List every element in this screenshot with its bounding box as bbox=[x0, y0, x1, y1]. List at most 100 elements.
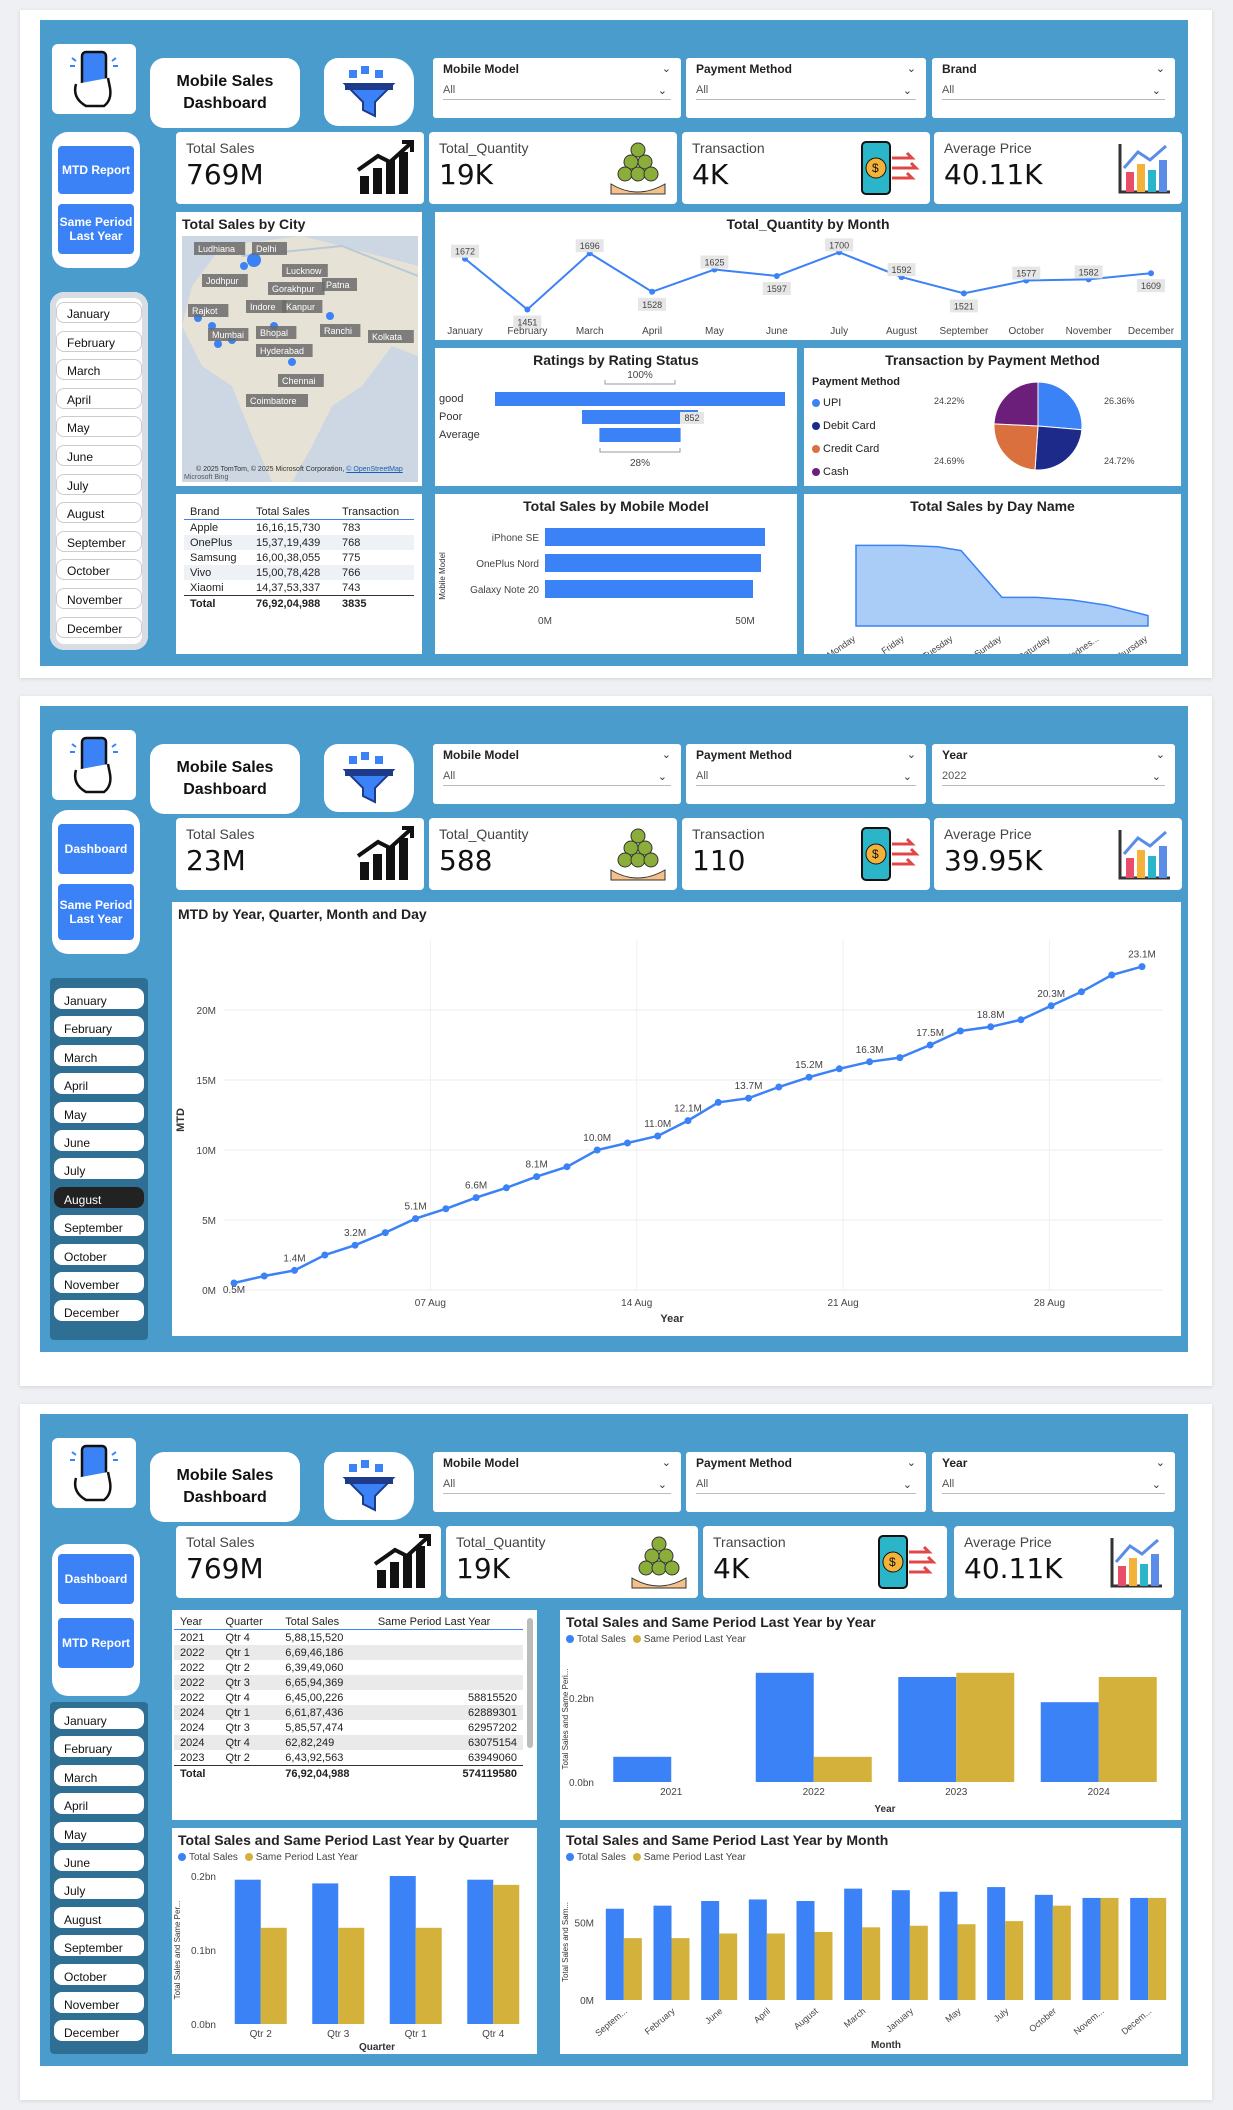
mtd-point[interactable] bbox=[623, 1139, 631, 1147]
pie-slice[interactable] bbox=[1037, 381, 1083, 431]
month-button-may[interactable]: May bbox=[56, 416, 142, 438]
table-scrollbar[interactable] bbox=[527, 1618, 533, 1748]
mtd-point[interactable] bbox=[563, 1163, 571, 1171]
slicer-year[interactable]: Year ⌄ All ⌄ bbox=[932, 1452, 1175, 1512]
mtd-line-chart[interactable]: 0M 5M 10M 15M 20M 07 Aug 14 Aug 21 Aug 28 Aug Yea… bbox=[172, 920, 1181, 1336]
sply-bar[interactable] bbox=[338, 1927, 365, 2024]
month-button-may[interactable]: May bbox=[54, 1821, 144, 1843]
sply-bar[interactable] bbox=[909, 1925, 928, 2000]
month-button-december[interactable]: December bbox=[54, 1300, 144, 1322]
sply-bar[interactable] bbox=[1052, 1905, 1071, 2000]
mtd-point[interactable] bbox=[684, 1117, 692, 1125]
ratings-funnel-chart[interactable]: 100% good Poor Average 852 28% bbox=[435, 368, 797, 486]
slicer-mobile-model[interactable]: Mobile Model ⌄ All ⌄ bbox=[433, 58, 681, 118]
month-button-november[interactable]: November bbox=[54, 1271, 144, 1293]
slicer-payment-method[interactable]: Payment Method ⌄ All ⌄ bbox=[686, 744, 926, 804]
month-button-november[interactable]: November bbox=[56, 587, 142, 609]
by-quarter-bar-chart[interactable]: 0.0bn 0.1bn 0.2bn Qtr 2 Qtr 3 Qtr 1 Qtr 4 Quart… bbox=[172, 1864, 537, 2054]
sales-bar[interactable] bbox=[1082, 1897, 1101, 2000]
payment-pie-chart[interactable]: 26.36% 24.72% 24.69% 24.22% bbox=[924, 368, 1181, 486]
column-header[interactable]: Transaction bbox=[342, 505, 400, 518]
month-button-july[interactable]: July bbox=[54, 1878, 144, 1900]
city-bubble[interactable] bbox=[247, 253, 261, 267]
table-row[interactable]: 2022 Qtr 2 6,39,49,060 bbox=[174, 1660, 523, 1675]
nav-same-period-button[interactable]: Same Period Last Year bbox=[58, 204, 134, 254]
month-button-may[interactable]: May bbox=[54, 1101, 144, 1123]
month-button-september[interactable]: September bbox=[56, 530, 142, 552]
sales-bar[interactable] bbox=[796, 1901, 815, 2000]
nav-mtd-report-button[interactable]: MTD Report bbox=[58, 1618, 134, 1668]
funnel-bar[interactable] bbox=[599, 428, 681, 442]
mtd-point[interactable] bbox=[896, 1054, 904, 1062]
column-header[interactable]: Same Period Last Year bbox=[377, 1615, 491, 1628]
table-row[interactable]: Vivo 15,00,78,428 766 bbox=[184, 565, 414, 580]
mtd-point[interactable] bbox=[775, 1083, 783, 1091]
table-row[interactable]: 2024 Qtr 4 62,82,249 63075154 bbox=[174, 1735, 523, 1750]
mtd-point[interactable] bbox=[472, 1194, 480, 1202]
sply-bar[interactable] bbox=[260, 1927, 287, 2024]
month-button-august[interactable]: August bbox=[54, 1906, 144, 1928]
sply-bar[interactable] bbox=[862, 1927, 881, 2000]
mtd-point[interactable] bbox=[321, 1251, 329, 1259]
india-map[interactable]: Ludhiana Delhi Jodhpur Lucknow Gorakhpur Patn… bbox=[182, 236, 418, 482]
mtd-point[interactable] bbox=[1077, 988, 1085, 996]
city-bubble[interactable] bbox=[288, 358, 296, 366]
table-row[interactable]: 2022 Qtr 3 6,65,94,369 bbox=[174, 1675, 523, 1690]
month-button-december[interactable]: December bbox=[56, 616, 142, 638]
month-button-february[interactable]: February bbox=[54, 1016, 144, 1038]
month-button-july[interactable]: July bbox=[56, 473, 142, 495]
day-area-chart[interactable]: Monday Friday Tuesday Sunday Saturday Wednes.… bbox=[804, 516, 1181, 654]
sales-bar[interactable] bbox=[701, 1901, 720, 2000]
month-button-december[interactable]: December bbox=[54, 2020, 144, 2042]
funnel-bar[interactable] bbox=[582, 410, 698, 424]
month-button-january[interactable]: January bbox=[56, 302, 142, 323]
legend-item[interactable]: UPI bbox=[812, 392, 879, 415]
sply-bar[interactable] bbox=[1098, 1677, 1157, 1782]
day-area[interactable] bbox=[855, 544, 1149, 627]
sply-bar[interactable] bbox=[493, 1884, 520, 2024]
osm-link[interactable]: © OpenStreetMap bbox=[346, 466, 403, 473]
city-bubble[interactable] bbox=[326, 312, 334, 320]
mtd-point[interactable] bbox=[260, 1272, 268, 1280]
month-button-september[interactable]: September bbox=[54, 1215, 144, 1237]
sales-bar[interactable] bbox=[605, 1908, 624, 2000]
month-button-september[interactable]: September bbox=[54, 1935, 144, 1957]
mtd-point[interactable] bbox=[593, 1146, 601, 1154]
column-header[interactable]: Year bbox=[180, 1615, 203, 1628]
sales-bar[interactable] bbox=[653, 1905, 672, 2000]
pie-slice[interactable] bbox=[1034, 425, 1083, 471]
mtd-point[interactable] bbox=[351, 1241, 359, 1249]
month-button-april[interactable]: April bbox=[56, 387, 142, 409]
mtd-point[interactable] bbox=[1138, 963, 1146, 971]
table-row[interactable]: 2022 Qtr 4 6,45,00,226 58815520 bbox=[174, 1690, 523, 1705]
sales-bar[interactable] bbox=[234, 1879, 261, 2024]
month-button-march[interactable]: March bbox=[54, 1044, 144, 1066]
city-bubble[interactable] bbox=[214, 340, 222, 348]
column-header[interactable]: Total Sales bbox=[285, 1615, 340, 1628]
month-button-october[interactable]: October bbox=[54, 1963, 144, 1985]
by-month-bar-chart[interactable]: 0M 50M Septem... February June April August Mar… bbox=[560, 1864, 1181, 2054]
mtd-point[interactable] bbox=[230, 1279, 238, 1287]
model-bar-chart[interactable]: Mobile Model iPhone SE OnePlus Nord Galaxy … bbox=[435, 516, 797, 654]
mtd-point[interactable] bbox=[714, 1098, 722, 1106]
sply-bar[interactable] bbox=[1005, 1921, 1024, 2000]
mtd-point[interactable] bbox=[926, 1041, 934, 1049]
sales-bar[interactable] bbox=[987, 1887, 1006, 2000]
slicer-mobile-model[interactable]: Mobile Model ⌄ All ⌄ bbox=[433, 1452, 681, 1512]
model-bar[interactable] bbox=[545, 528, 765, 546]
qty-point[interactable] bbox=[960, 290, 967, 297]
table-row[interactable]: OnePlus 15,37,19,439 768 bbox=[184, 535, 414, 550]
slicer-brand[interactable]: Brand ⌄ All ⌄ bbox=[932, 58, 1175, 118]
month-button-july[interactable]: July bbox=[54, 1158, 144, 1180]
table-row[interactable]: 2021 Qtr 4 5,88,15,520 bbox=[174, 1630, 523, 1646]
sply-bar[interactable] bbox=[956, 1672, 1015, 1782]
mtd-point[interactable] bbox=[1017, 1016, 1025, 1024]
by-year-bar-chart[interactable]: 0.0bn 0.2bn 2021 2022 2023 2024 Year Total Sale… bbox=[560, 1646, 1181, 1820]
mtd-point[interactable] bbox=[442, 1205, 450, 1213]
mtd-point[interactable] bbox=[291, 1266, 299, 1274]
slicer-payment-method[interactable]: Payment Method ⌄ All ⌄ bbox=[686, 58, 926, 118]
sales-bar[interactable] bbox=[312, 1883, 339, 2024]
filter-funnel-button[interactable] bbox=[324, 1452, 414, 1520]
month-button-march[interactable]: March bbox=[54, 1764, 144, 1786]
